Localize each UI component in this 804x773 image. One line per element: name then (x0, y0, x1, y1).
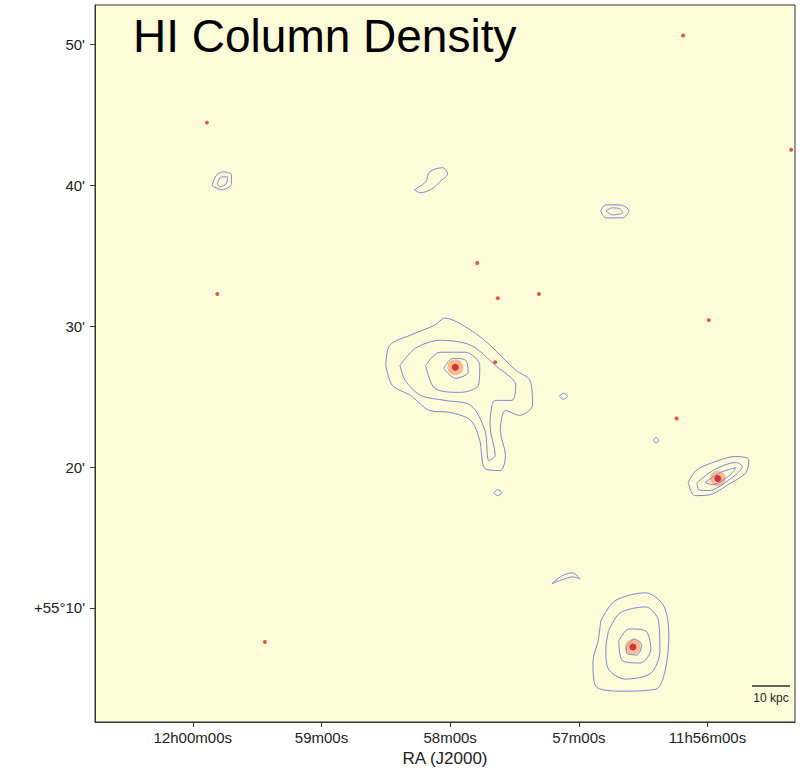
svg-text:10 kpc: 10 kpc (753, 691, 788, 705)
svg-text:40': 40' (65, 177, 85, 194)
svg-text:50': 50' (65, 36, 85, 53)
svg-text:RA (J2000): RA (J2000) (402, 749, 487, 768)
svg-text:57m00s: 57m00s (552, 729, 605, 746)
svg-text:20': 20' (65, 459, 85, 476)
svg-text:59m00s: 59m00s (295, 729, 348, 746)
svg-text:58m00s: 58m00s (423, 729, 476, 746)
svg-text:12h00m00s: 12h00m00s (154, 729, 232, 746)
svg-text:30': 30' (65, 318, 85, 335)
svg-text:+55°10': +55°10' (34, 599, 85, 616)
svg-text:HI Column Density: HI Column Density (133, 10, 516, 62)
svg-text:11h56m00s: 11h56m00s (669, 729, 746, 746)
